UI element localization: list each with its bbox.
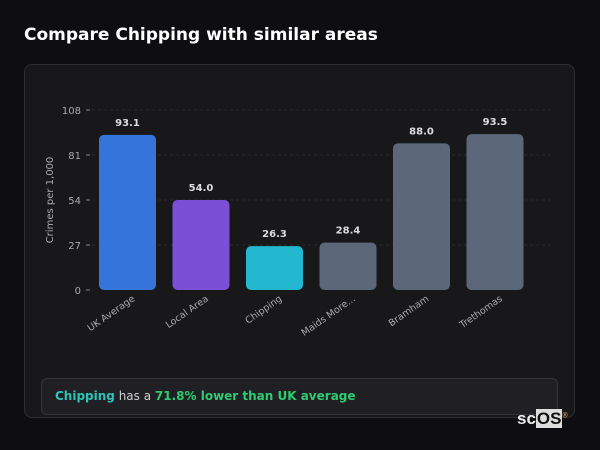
y-axis-label: Crimes per 1,000 [45, 157, 56, 244]
x-tick-label: Local Area [164, 293, 211, 330]
x-tick-label: Trethomas [457, 293, 505, 331]
y-tick-label: 108 [62, 106, 81, 117]
bar [319, 242, 377, 290]
callout-highlight: 71.8% lower than UK average [154, 389, 356, 403]
data-label: 93.5 [483, 117, 508, 128]
data-label: 26.3 [262, 229, 287, 240]
data-label: 93.1 [115, 118, 140, 129]
page-title: Compare Chipping with similar areas [24, 25, 378, 45]
y-tick-label: 54 [68, 196, 81, 207]
y-tick-label: 27 [68, 241, 81, 252]
x-tick-label: Chipping [243, 293, 284, 326]
y-tick-label: 0 [75, 286, 81, 297]
bar [99, 134, 156, 290]
x-tick-label: UK Average [86, 293, 138, 334]
data-label: 88.0 [409, 126, 434, 137]
data-label: 28.4 [336, 226, 361, 237]
bar [246, 246, 303, 290]
bar [172, 200, 230, 290]
comparison-callout: Chipping has a 71.8% lower than UK avera… [41, 378, 558, 415]
x-tick-label: Maids More... [300, 293, 358, 338]
scos-logo: scOS® [517, 409, 568, 428]
x-tick-label: Bramham [387, 293, 431, 329]
bar [466, 134, 524, 290]
data-label: 54.0 [189, 183, 214, 194]
callout-area: Chipping [55, 389, 115, 403]
callout-text: has a [114, 389, 155, 403]
y-tick-label: 81 [68, 151, 81, 162]
bar [393, 143, 450, 290]
